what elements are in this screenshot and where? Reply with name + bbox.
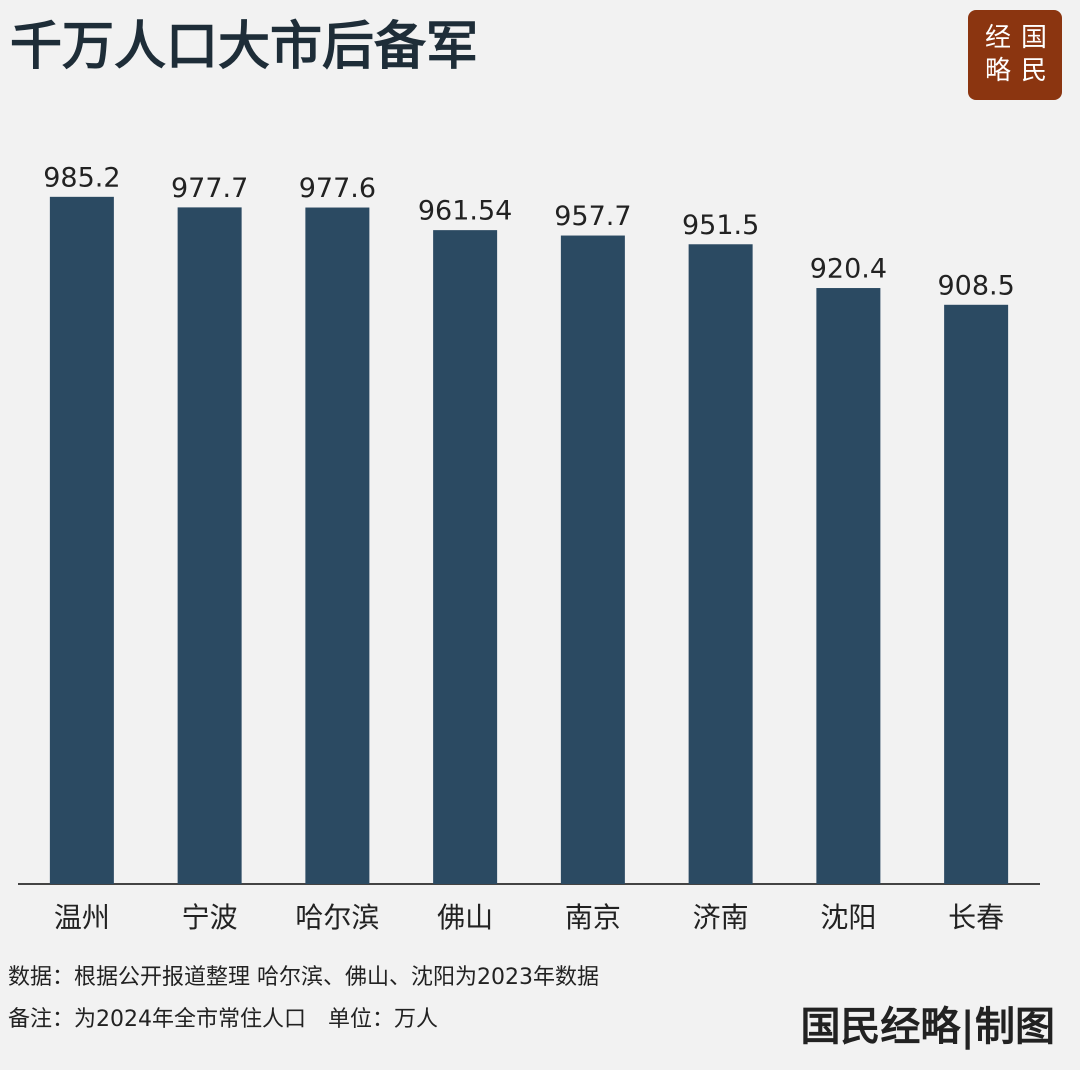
x-tick-label: 济南	[693, 901, 749, 934]
value-label: 977.7	[171, 173, 248, 204]
x-tick-label: 南京	[565, 901, 621, 934]
x-tick-label: 长春	[948, 901, 1004, 934]
note: 数据：根据公开报道整理 哈尔滨、佛山、沈阳为2023年数据	[8, 965, 599, 990]
credit: 国民经略|制图	[800, 1003, 1055, 1050]
value-label: 920.4	[810, 254, 887, 285]
value-label: 961.54	[418, 196, 512, 227]
bar	[49, 196, 114, 885]
logo-char: 国	[1021, 23, 1047, 53]
value-label: 985.2	[43, 162, 120, 193]
logo-char: 经	[985, 23, 1011, 53]
logo-char: 民	[1021, 56, 1047, 86]
x-tick-label: 温州	[54, 901, 110, 934]
value-label: 951.5	[682, 210, 759, 241]
x-tick-label: 佛山	[437, 901, 493, 934]
value-label: 957.7	[554, 201, 631, 232]
logo-box	[968, 10, 1062, 100]
bar	[816, 288, 881, 884]
bar	[433, 230, 498, 885]
note: 备注：为2024年全市常住人口 单位：万人	[8, 1007, 438, 1032]
value-label: 908.5	[937, 270, 1014, 301]
x-tick-label: 哈尔滨	[295, 901, 379, 934]
x-tick-label: 宁波	[182, 901, 238, 934]
bar	[688, 244, 753, 884]
bar	[560, 235, 625, 885]
bar	[944, 304, 1009, 884]
bar	[177, 207, 242, 884]
x-tick-label: 沈阳	[820, 901, 876, 934]
chart-title: 千万人口大市后备军	[10, 17, 478, 77]
value-label: 977.6	[299, 173, 376, 204]
logo-char: 略	[985, 56, 1011, 86]
bar	[305, 207, 370, 884]
